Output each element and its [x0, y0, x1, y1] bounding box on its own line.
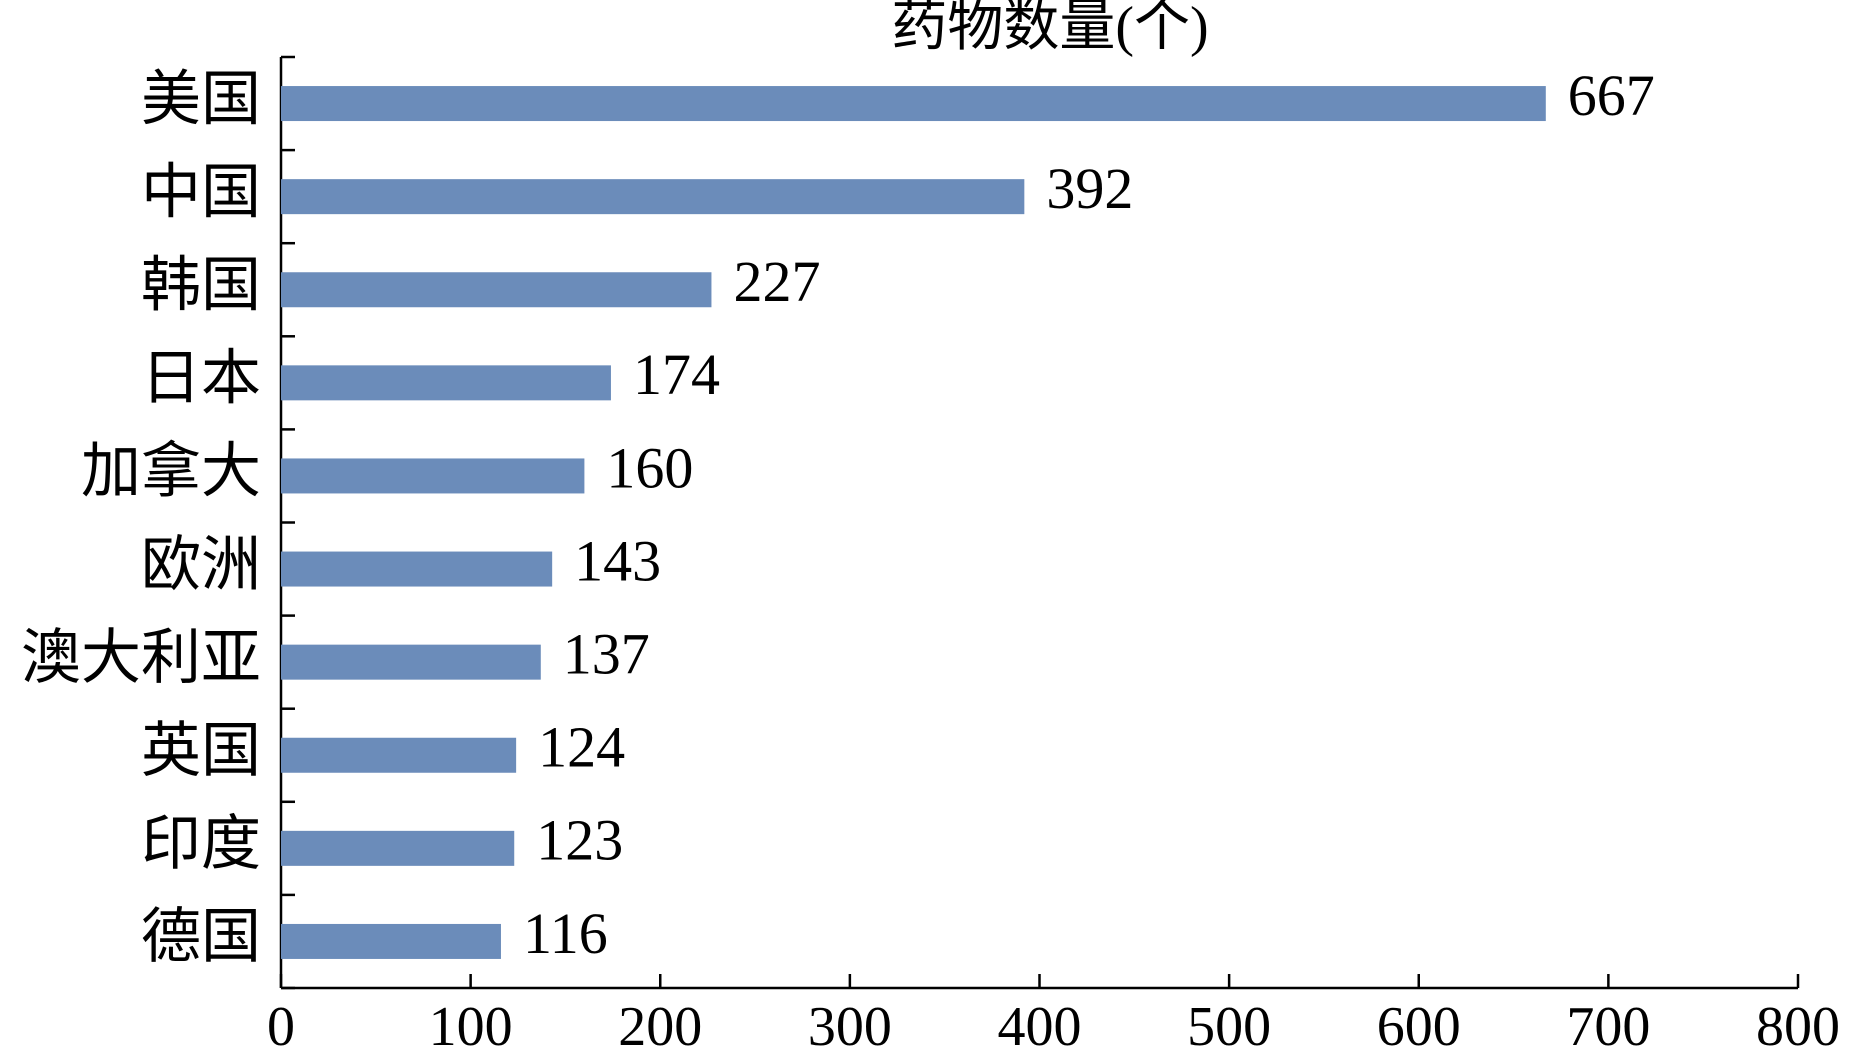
y-tick-label: 加拿大: [81, 439, 261, 505]
y-tick-label: 韩国: [141, 253, 261, 319]
bar: [281, 830, 515, 866]
bar: [281, 179, 1025, 215]
x-tick-label: 100: [429, 996, 513, 1058]
x-tick-label: 500: [1187, 996, 1271, 1058]
y-tick-label: 日本: [141, 346, 261, 412]
value-label: 123: [536, 808, 623, 873]
bar: [281, 458, 585, 494]
x-tick-label: 200: [618, 996, 702, 1058]
value-label: 160: [606, 435, 693, 500]
x-tick-label: 400: [998, 996, 1082, 1058]
value-label: 227: [733, 249, 820, 314]
bar: [281, 551, 553, 587]
y-tick-label: 澳大利亚: [21, 625, 261, 691]
value-label: 667: [1568, 63, 1655, 128]
y-tick-label: 英国: [141, 718, 261, 784]
bar: [281, 86, 1546, 122]
y-tick-label: 德国: [141, 904, 261, 970]
value-label: 143: [574, 528, 661, 593]
value-label: 174: [633, 342, 720, 407]
x-tick-label: 0: [267, 996, 295, 1058]
bar: [281, 923, 501, 959]
bar: [281, 644, 541, 680]
bar: [281, 272, 712, 308]
value-label: 392: [1046, 156, 1133, 221]
x-tick-label: 600: [1377, 996, 1461, 1058]
bar: [281, 365, 611, 401]
x-tick-label: 300: [808, 996, 892, 1058]
y-tick-label: 美国: [141, 66, 261, 132]
value-label: 124: [538, 715, 625, 780]
x-tick-label: 700: [1566, 996, 1650, 1058]
bar: [281, 737, 517, 773]
y-tick-label: 欧洲: [141, 532, 261, 598]
x-tick-label: 800: [1756, 996, 1840, 1058]
chart-title: 药物数量(个): [891, 0, 1208, 58]
value-label: 137: [563, 621, 650, 686]
value-label: 116: [523, 901, 608, 966]
y-tick-label: 印度: [141, 811, 261, 877]
y-tick-label: 中国: [141, 159, 261, 225]
